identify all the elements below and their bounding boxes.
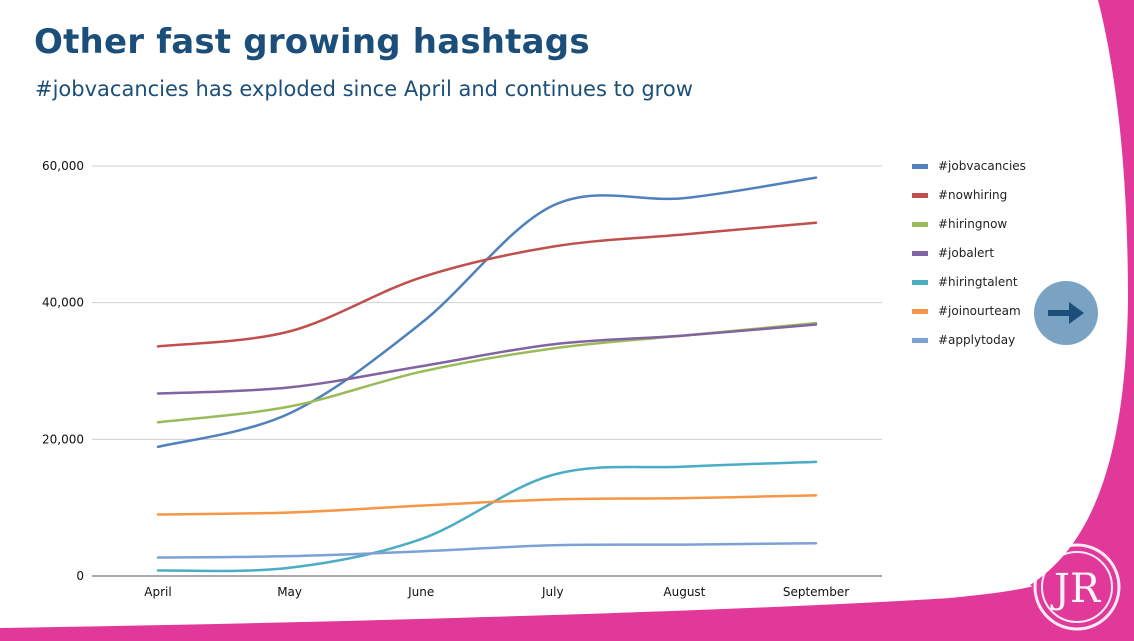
legend-swatch-hiringtalent [912, 280, 928, 285]
series-line-jobvacancies [156, 176, 818, 449]
y-tick-label: 60,000 [42, 159, 84, 173]
pink-bottom-swoosh [0, 560, 1134, 641]
x-tick-label: August [663, 585, 705, 599]
logo-monogram: JR [1050, 566, 1102, 612]
legend-label-hiringtalent: #hiringtalent [938, 275, 1018, 289]
pink-right-swoosh [1030, 0, 1134, 641]
y-axis-ticks: 0 20,000 40,000 60,000 [42, 159, 84, 583]
legend-swatch-jobalert [912, 251, 928, 256]
chart-gridlines [92, 165, 882, 577]
arrow-right-icon [1048, 302, 1084, 324]
legend-swatch-hiringnow [912, 222, 928, 227]
legend-label-applytoday: #applytoday [938, 333, 1015, 347]
series-line-jobalert [156, 323, 818, 395]
series-lines [156, 176, 818, 573]
jr-logo: JR [1033, 543, 1121, 631]
legend-label-jobvacancies: #jobvacancies [938, 159, 1026, 173]
slide-title: Other fast growing hashtags [34, 22, 590, 62]
next-slide-button[interactable] [1034, 281, 1098, 345]
legend-label-hiringnow: #hiringnow [938, 217, 1007, 231]
legend-label-nowhiring: #nowhiring [938, 188, 1007, 202]
series-line-hiringtalent [156, 460, 818, 573]
legend-swatch-applytoday [912, 338, 928, 343]
chart-legend: #jobvacancies #nowhiring #hiringnow #jobale… [912, 159, 1026, 347]
series-line-nowhiring [156, 221, 818, 348]
series-line-applytoday [156, 541, 818, 559]
legend-swatch-jobvacancies [912, 164, 928, 169]
x-tick-label: September [783, 585, 849, 599]
x-tick-label: April [144, 585, 171, 599]
y-tick-label: 40,000 [42, 296, 84, 310]
x-axis-ticks: April May June July August September [144, 585, 849, 599]
x-tick-label: May [277, 585, 302, 599]
y-tick-label: 0 [76, 569, 84, 583]
x-tick-label: June [407, 585, 434, 599]
series-line-joinourteam [156, 494, 818, 516]
legend-swatch-nowhiring [912, 193, 928, 198]
legend-label-joinourteam: #joinourteam [938, 304, 1021, 318]
legend-swatch-joinourteam [912, 309, 928, 314]
y-tick-label: 20,000 [42, 432, 84, 446]
legend-label-jobalert: #jobalert [938, 246, 994, 260]
slide-subtitle: #jobvacancies has exploded since April a… [35, 77, 693, 101]
x-tick-label: July [541, 585, 564, 599]
